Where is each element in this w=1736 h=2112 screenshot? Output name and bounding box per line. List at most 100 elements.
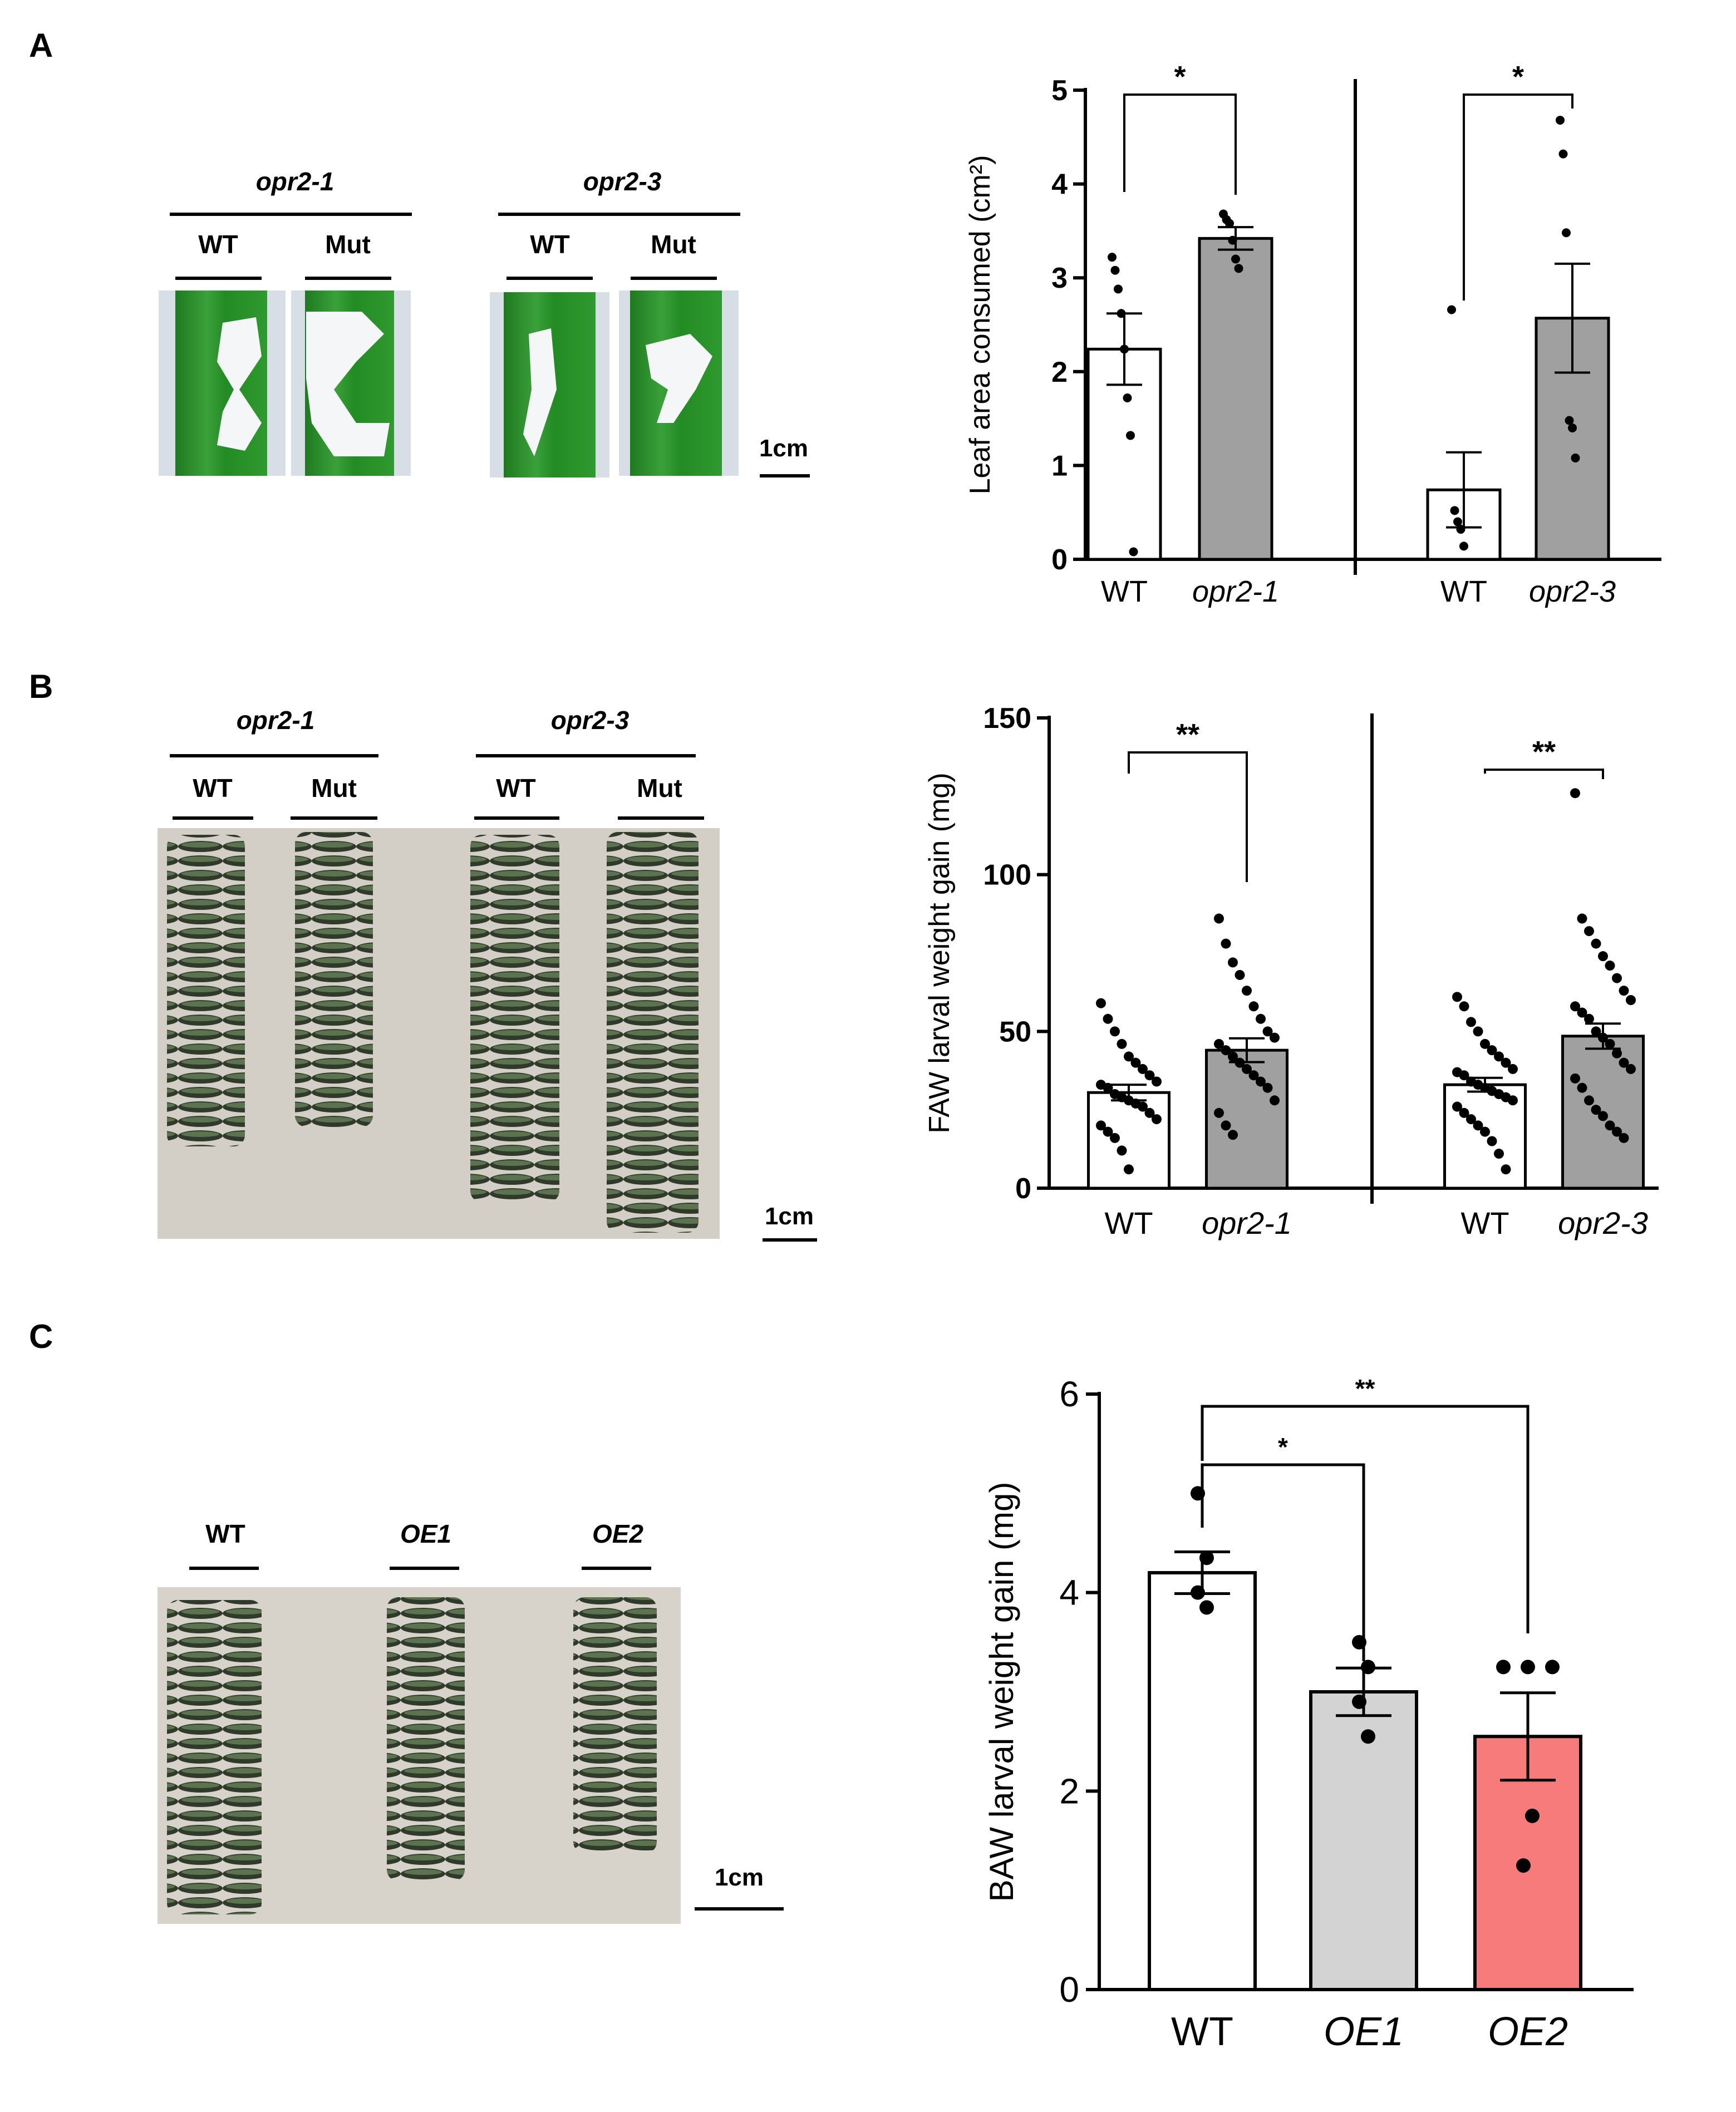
significance-bracket bbox=[1484, 769, 1604, 779]
panel-b-scale-label: 1cm bbox=[765, 1203, 814, 1230]
data-point bbox=[1565, 416, 1574, 425]
significance-label: * bbox=[1278, 1432, 1288, 1461]
y-tick-label: 150 bbox=[983, 702, 1031, 735]
data-point bbox=[1459, 1107, 1469, 1118]
data-point bbox=[1214, 913, 1224, 924]
significance-bracket bbox=[1128, 751, 1248, 882]
data-point bbox=[1516, 1858, 1531, 1873]
data-point bbox=[1562, 228, 1571, 238]
data-point bbox=[1487, 1045, 1497, 1056]
data-point bbox=[1450, 506, 1459, 515]
panel-c-scale-label: 1cm bbox=[715, 1864, 764, 1891]
significance-bracket bbox=[1123, 93, 1237, 195]
panel-b-group-label-opr2-1: opr2-1 bbox=[237, 706, 315, 735]
data-point bbox=[1199, 1600, 1214, 1615]
y-tick-label: 100 bbox=[983, 859, 1031, 892]
leaf-photo-wt-opr2-1 bbox=[159, 291, 286, 476]
x-tick-label: WT bbox=[1101, 575, 1148, 608]
panel-a-chart: 0 1 2 3 4 5 Leaf area consumed (cm²) WT opr2-1 * W… bbox=[964, 60, 1661, 608]
x-tick-label: OE2 bbox=[1488, 2010, 1568, 2054]
data-point bbox=[1605, 1120, 1615, 1131]
panel-b-column-label: WT bbox=[193, 774, 233, 803]
data-point bbox=[1110, 1026, 1120, 1037]
x-tick-label: opr2-3 bbox=[1558, 1205, 1648, 1240]
data-point bbox=[1525, 1808, 1540, 1823]
data-point bbox=[1570, 788, 1580, 799]
data-point bbox=[1117, 1038, 1127, 1049]
data-point bbox=[1114, 284, 1123, 294]
data-point bbox=[1225, 219, 1234, 228]
panel-c-photo: WT OE1 OE2 1cm bbox=[158, 1519, 784, 1924]
data-point bbox=[1577, 913, 1587, 924]
data-point bbox=[1096, 998, 1106, 1008]
y-tick-label: 1 bbox=[1051, 450, 1068, 482]
y-axis-label: FAW larval weight gain (mg) bbox=[923, 772, 956, 1133]
panel-a-column-label: WT bbox=[530, 230, 570, 259]
data-point bbox=[1570, 1001, 1580, 1012]
data-point bbox=[1452, 1101, 1462, 1112]
data-point bbox=[1456, 525, 1465, 534]
data-point bbox=[1352, 1694, 1366, 1709]
data-point bbox=[1242, 1064, 1252, 1074]
panel-b-column-label: WT bbox=[496, 774, 536, 803]
data-point bbox=[1228, 1130, 1238, 1140]
data-point bbox=[1103, 1126, 1113, 1137]
data-point bbox=[1138, 1101, 1148, 1112]
panel-a-group-label-opr2-3: opr2-3 bbox=[583, 167, 662, 196]
data-point bbox=[1501, 1057, 1511, 1068]
y-tick-label: 4 bbox=[1059, 1573, 1079, 1613]
data-point bbox=[1568, 423, 1577, 432]
data-point bbox=[1612, 1126, 1622, 1137]
data-point bbox=[1591, 1105, 1601, 1115]
panel-c-chart: 0 2 4 6 BAW larval weight gain (mg) WT OE1 OE2 *… bbox=[983, 1374, 1634, 2054]
bar bbox=[1148, 1571, 1257, 1991]
data-point bbox=[1248, 1070, 1259, 1081]
panel-b-group-label-opr2-3: opr2-3 bbox=[551, 706, 630, 735]
significance-bracket bbox=[1201, 1463, 1365, 1661]
data-point bbox=[1214, 1038, 1224, 1049]
data-point bbox=[1361, 1729, 1375, 1744]
significance-label: ** bbox=[1532, 735, 1556, 769]
data-point bbox=[1126, 431, 1135, 440]
data-point bbox=[1270, 1032, 1280, 1043]
data-point bbox=[1570, 1073, 1580, 1084]
data-point bbox=[1577, 1007, 1587, 1018]
data-point bbox=[1256, 1076, 1266, 1087]
y-tick-label: 6 bbox=[1059, 1374, 1079, 1414]
data-point bbox=[1494, 1149, 1504, 1159]
data-point bbox=[1228, 1051, 1238, 1062]
data-point bbox=[1626, 1064, 1636, 1074]
data-point bbox=[1124, 1164, 1134, 1175]
data-point bbox=[1235, 969, 1245, 980]
data-point bbox=[1558, 149, 1568, 159]
panel-letter-a: A bbox=[29, 27, 53, 64]
panel-c-column-label: WT bbox=[205, 1519, 245, 1548]
x-tick-label: WT bbox=[1440, 575, 1487, 608]
data-point bbox=[1496, 1660, 1511, 1675]
y-tick-label: 50 bbox=[999, 1016, 1031, 1048]
data-point bbox=[1459, 1001, 1469, 1012]
data-point bbox=[1129, 547, 1138, 557]
data-point bbox=[1199, 1550, 1214, 1565]
data-point bbox=[1117, 1145, 1127, 1156]
data-point bbox=[1453, 517, 1462, 526]
data-point bbox=[1152, 1076, 1162, 1087]
data-point bbox=[1361, 1660, 1375, 1675]
data-point bbox=[1494, 1051, 1504, 1062]
data-point bbox=[1228, 957, 1238, 968]
data-point bbox=[1605, 961, 1615, 971]
panel-a-column-label: Mut bbox=[651, 230, 696, 259]
data-point bbox=[1270, 1095, 1280, 1106]
data-point bbox=[1598, 951, 1608, 962]
data-point bbox=[1242, 986, 1252, 996]
data-point bbox=[1584, 1013, 1594, 1024]
significance-label: ** bbox=[1176, 718, 1199, 751]
data-point bbox=[1228, 235, 1237, 245]
y-tick-label: 2 bbox=[1059, 1771, 1079, 1811]
data-point bbox=[1221, 938, 1231, 949]
y-tick-label: 0 bbox=[1059, 1970, 1079, 2010]
data-point bbox=[1521, 1660, 1535, 1675]
data-point bbox=[1487, 1136, 1497, 1146]
data-point bbox=[1096, 1120, 1106, 1131]
data-point bbox=[1452, 992, 1462, 1002]
